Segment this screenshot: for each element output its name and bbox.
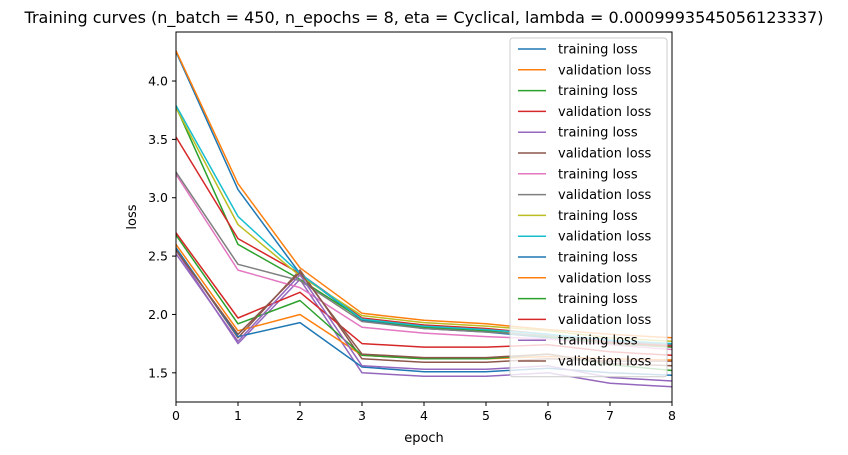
x-tick-label: 6: [544, 408, 552, 423]
legend-label: validation loss: [558, 105, 651, 120]
chart-title: Training curves (n_batch = 450, n_epochs…: [24, 8, 824, 28]
legend-box: [509, 37, 668, 378]
y-tick-label: 1.5: [148, 365, 168, 380]
legend-label: validation loss: [558, 355, 651, 370]
x-tick-label: 3: [358, 408, 366, 423]
legend-label: training loss: [558, 251, 638, 266]
legend-label: validation loss: [558, 63, 651, 78]
legend-label: validation loss: [558, 271, 651, 286]
legend-label: validation loss: [558, 230, 651, 245]
x-tick-label: 5: [482, 408, 490, 423]
x-tick-label: 7: [606, 408, 614, 423]
legend: training loss validation loss training los…: [509, 37, 668, 378]
y-tick-label: 4.0: [148, 74, 168, 89]
x-axis-label: epoch: [404, 431, 444, 446]
legend-label: validation loss: [558, 147, 651, 162]
legend-label: training loss: [558, 126, 638, 141]
legend-label: training loss: [558, 43, 638, 58]
x-tick-label: 8: [668, 408, 676, 423]
legend-label: training loss: [558, 334, 638, 349]
y-tick-label: 3.5: [148, 132, 168, 147]
y-axis: 1.5 2.0 2.5 3.0 3.5 4.0: [148, 74, 176, 380]
legend-label: training loss: [558, 292, 638, 307]
legend-label: validation loss: [558, 188, 651, 203]
legend-label: training loss: [558, 167, 638, 182]
legend-label: training loss: [558, 209, 638, 224]
y-tick-label: 2.0: [148, 307, 168, 322]
legend-label: validation loss: [558, 313, 651, 328]
y-tick-label: 3.0: [148, 190, 168, 205]
y-axis-label: loss: [125, 204, 140, 229]
y-tick-label: 2.5: [148, 249, 168, 264]
x-axis: 0 1 2 3 4 5 6 7 8: [172, 402, 676, 423]
x-tick-label: 1: [234, 408, 242, 423]
series-line-5: [175, 249, 673, 388]
x-tick-label: 4: [420, 408, 428, 423]
legend-label: training loss: [558, 84, 638, 99]
x-tick-label: 2: [296, 408, 304, 423]
x-tick-label: 0: [172, 408, 180, 423]
